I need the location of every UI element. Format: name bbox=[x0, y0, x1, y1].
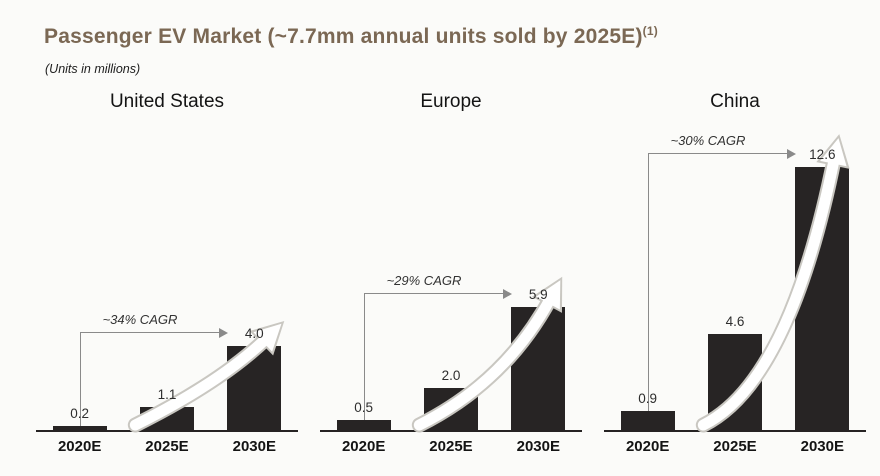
cagr-line-drop bbox=[79, 332, 81, 426]
value-label: 1.1 bbox=[157, 387, 177, 403]
bar-europe-2030E bbox=[511, 306, 566, 430]
axis-row-europe: 2020E 2025E 2030E bbox=[320, 432, 582, 455]
value-label: 5.9 bbox=[528, 286, 548, 302]
bar-china-2030E bbox=[795, 166, 850, 430]
value-label: 0.9 bbox=[638, 391, 658, 407]
cagr-line-drop bbox=[647, 152, 649, 412]
chart-group-china: China ~30% CAGR 0.9 4.6 12.6 2020E 2025E 2030E bbox=[604, 88, 866, 455]
footnote-marker: (1) bbox=[642, 24, 658, 39]
value-label: 12.6 bbox=[809, 146, 836, 162]
bar-europe-2020E bbox=[336, 419, 391, 430]
page-title-text: Passenger EV Market (~7.7mm annual units… bbox=[44, 25, 643, 49]
axis-label-2020E: 2020E bbox=[341, 438, 386, 455]
value-label: 4.6 bbox=[725, 313, 745, 329]
group-title-united-states: United States bbox=[109, 91, 225, 112]
value-label: 0.2 bbox=[70, 405, 90, 421]
cagr-label: ~30% CAGR bbox=[670, 132, 746, 148]
chart-row: United States ~34% CAGR 0.2 1.1 4.0 2020E 2025… bbox=[36, 88, 866, 455]
chart-area-europe: ~29% CAGR 0.5 2.0 5.9 bbox=[320, 122, 582, 433]
units-note: (Units in millions) bbox=[45, 62, 141, 76]
value-label: 2.0 bbox=[441, 368, 461, 384]
axis-label-2025E: 2025E bbox=[713, 438, 757, 455]
axis-label-2030E: 2030E bbox=[516, 438, 560, 455]
bar-united-states-2025E bbox=[140, 407, 194, 430]
axis-label-2025E: 2025E bbox=[429, 438, 473, 455]
chart-group-europe: Europe ~29% CAGR 0.5 2.0 5.9 2020E 2025E 2030E bbox=[320, 88, 582, 455]
axis-row-united-states: 2020E 2025E 2030E bbox=[36, 432, 298, 455]
group-title-china: China bbox=[710, 91, 760, 112]
cagr-line bbox=[79, 332, 221, 334]
cagr-label: ~29% CAGR bbox=[386, 272, 462, 288]
bar-europe-2025E bbox=[424, 388, 478, 430]
bar-china-2020E bbox=[620, 411, 675, 430]
cagr-line-drop bbox=[363, 292, 365, 420]
cagr-label: ~34% CAGR bbox=[102, 312, 178, 328]
value-label: 0.5 bbox=[354, 399, 374, 415]
bar-united-states-2020E bbox=[52, 425, 107, 430]
axis-label-2030E: 2030E bbox=[232, 438, 276, 455]
value-label: 4.0 bbox=[244, 326, 264, 342]
chart-area-china: ~30% CAGR 0.9 4.6 12.6 bbox=[604, 122, 866, 433]
chart-area-united-states: ~34% CAGR 0.2 1.1 4.0 bbox=[36, 122, 298, 433]
axis-row-china: 2020E 2025E 2030E bbox=[604, 432, 866, 455]
cagr-line bbox=[647, 152, 789, 154]
page-title: Passenger EV Market (~7.7mm annual units… bbox=[44, 24, 658, 49]
axis-label-2025E: 2025E bbox=[145, 438, 189, 455]
axis-label-2020E: 2020E bbox=[625, 438, 670, 455]
chart-group-united-states: United States ~34% CAGR 0.2 1.1 4.0 2020E 2025… bbox=[36, 88, 298, 455]
axis-label-2020E: 2020E bbox=[57, 438, 102, 455]
cagr-line bbox=[363, 292, 505, 294]
axis-label-2030E: 2030E bbox=[800, 438, 844, 455]
bar-china-2025E bbox=[708, 333, 762, 430]
group-title-europe: Europe bbox=[420, 91, 482, 112]
bar-united-states-2030E bbox=[227, 346, 282, 430]
